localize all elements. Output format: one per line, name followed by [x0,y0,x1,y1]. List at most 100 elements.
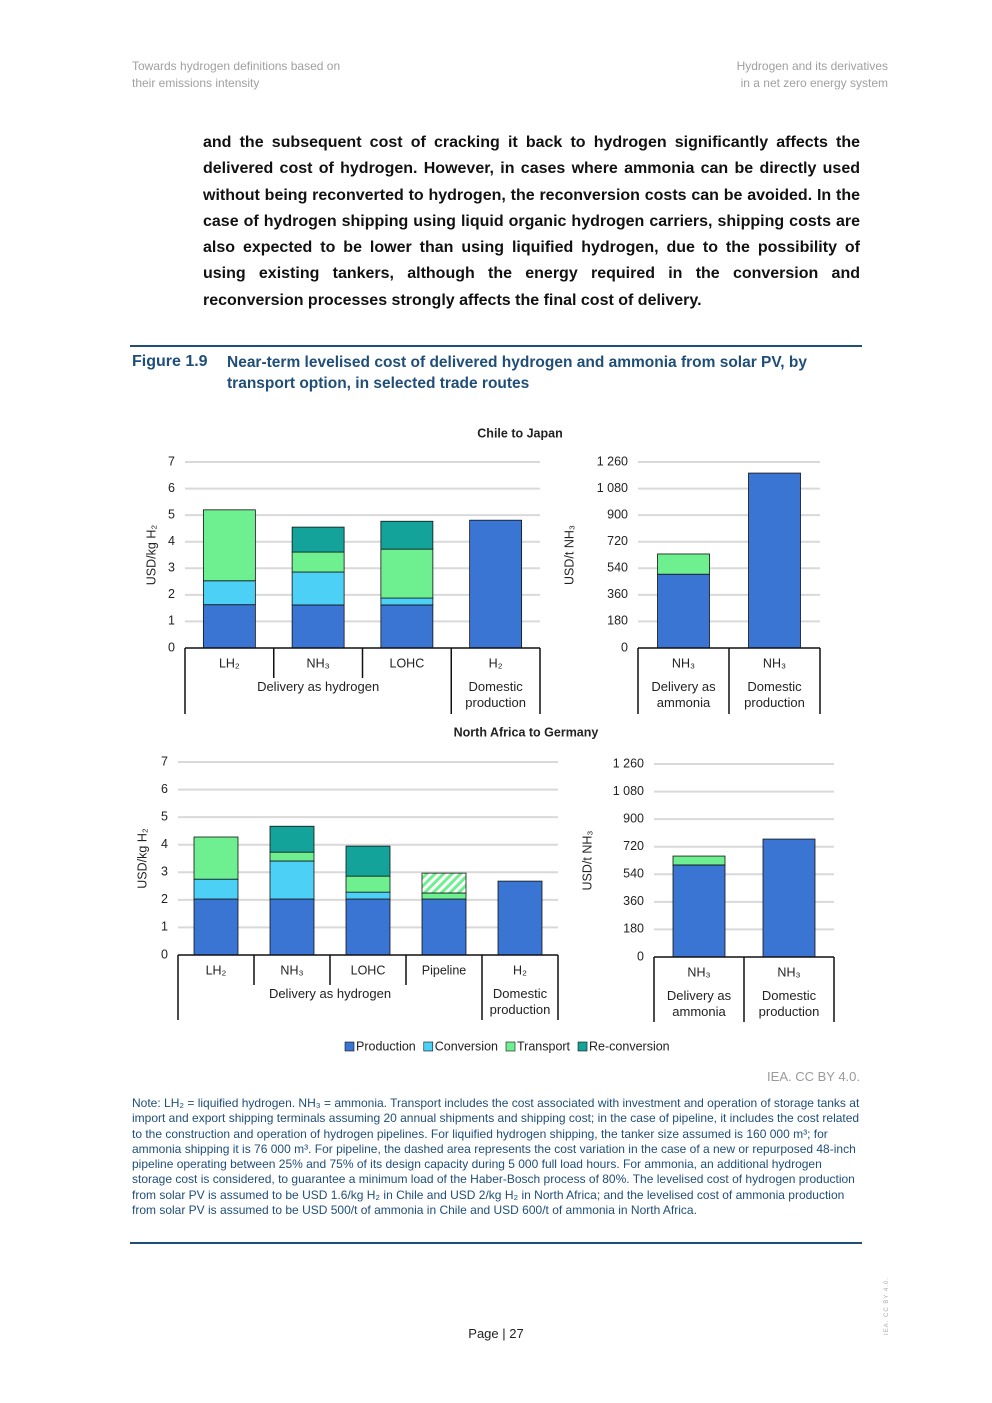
y-tick-label: 0 [621,640,628,654]
bar-segment [421,898,467,956]
group-label: Delivery as ammonia [651,679,716,710]
group-label: Delivery as ammonia [666,988,732,1019]
group-label: Delivery as hydrogen [268,986,392,1001]
bar-segment [672,855,726,866]
bar-segment [345,845,391,877]
y-tick-label: 7 [161,754,168,768]
note: Note: LH₂ = liquified hydrogen. NH₃ = am… [132,1096,860,1218]
group-label-box: Domestic production [744,679,805,710]
source: IEA. CC BY 4.0. [767,1069,860,1084]
x-tick-label: NH₃ [687,965,710,979]
bar-segment [657,573,710,649]
y-tick-label: 3 [168,561,175,575]
legend-label: Transport [517,1039,571,1053]
y-axis-label: USD/kg H₂ [144,525,158,586]
group-label-box: Delivery as ammonia [666,988,732,1019]
legend-swatch [423,1041,434,1052]
group-label-box: Delivery as hydrogen [268,986,392,1001]
page-number: Page | 27 [468,1326,524,1341]
y-tick-label: 360 [623,894,644,908]
group-label-box: Domestic production [465,679,526,710]
group-label: Domestic production [758,988,820,1019]
y-tick-label: 900 [623,811,644,825]
header-line: their emissions intensity [132,76,260,90]
legend-swatch [577,1041,588,1052]
y-tick-label: 180 [623,922,644,936]
bar-segment [345,898,391,956]
group-label: Domestic production [489,986,551,1017]
y-tick-label: 1 080 [613,784,644,798]
y-tick-label: 1 [168,614,175,628]
x-tick-label: LOHC [351,963,386,977]
x-tick-label: LH₂ [219,656,240,670]
x-tick-label: H₂ [489,656,503,670]
legend-swatch [344,1041,355,1052]
bar-segment [193,878,239,900]
body-text: and the subsequent cost of cracking it b… [203,134,860,309]
y-tick-label: 540 [623,867,644,881]
y-tick-label: 0 [161,947,168,961]
bar-segment [202,604,256,649]
bar-segment [469,519,523,649]
y-tick-label: 720 [623,839,644,853]
legend-swatch [505,1041,516,1052]
bar-segment [193,898,239,956]
y-axis-label: USD/t NH₃ [562,525,576,585]
header-line: in a net zero energy system [740,76,888,90]
x-tick-label: LH₂ [206,963,227,977]
bar-segment [202,509,256,582]
bar-segment [657,553,710,575]
y-tick-label: 3 [161,865,168,879]
y-tick-label: 7 [168,454,175,468]
bar-segment [380,520,434,550]
side-note: IEA. CC BY 4.0. [884,1277,890,1335]
bar-segment [291,604,345,649]
bar-segment [345,891,391,900]
y-tick-label: 1 080 [597,481,628,495]
y-tick-label: 360 [607,587,628,601]
legend-label: Production [356,1039,416,1053]
y-tick-label: 6 [168,481,175,495]
figure-label: Figure 1.9 [132,353,208,370]
bar-segment [497,880,543,956]
y-tick-label: 0 [637,949,644,963]
bar-segment [672,864,726,958]
y-tick-label: 5 [168,507,175,521]
group-label: Domestic production [465,679,526,710]
bar-segment [269,898,315,956]
bar-segment [421,872,467,894]
header-line: Towards hydrogen definitions based on [132,59,341,73]
header-left: Towards hydrogen definitions based on th… [132,58,340,92]
header-line: Hydrogen and its derivatives [736,59,888,73]
x-tick-label: NH₃ [280,963,303,977]
bar-segment [380,597,434,606]
group-label-box: Domestic production [758,988,820,1019]
bar-segment [380,604,434,649]
y-tick-label: 5 [161,809,168,823]
header-right: Hydrogen and its derivatives in a net ze… [737,58,888,92]
y-tick-label: 180 [607,614,628,628]
bar-segment [269,860,315,900]
bar-segment [421,892,467,900]
bar-segment [380,548,434,599]
bar-segment [345,875,391,893]
y-tick-label: 4 [168,534,175,548]
y-tick-label: 1 [161,920,168,934]
group-label-box: Domestic production [489,986,551,1017]
x-tick-label: LOHC [390,656,425,670]
panel-title: North Africa to Germany [454,725,599,739]
y-tick-label: 0 [168,640,175,654]
y-axis-label: USD/t NH₃ [580,831,594,891]
y-tick-label: 720 [607,534,628,548]
x-tick-label: NH₃ [307,656,330,670]
y-tick-label: 540 [607,561,628,575]
y-tick-label: 2 [168,587,175,601]
x-tick-label: NH₃ [763,656,786,670]
x-tick-label: H₂ [513,963,527,977]
bar-segment [269,851,315,862]
y-tick-label: 4 [161,837,168,851]
x-tick-label: NH₃ [672,656,695,670]
y-tick-label: 2 [161,892,168,906]
y-axis-label: USD/kg H₂ [135,828,149,889]
